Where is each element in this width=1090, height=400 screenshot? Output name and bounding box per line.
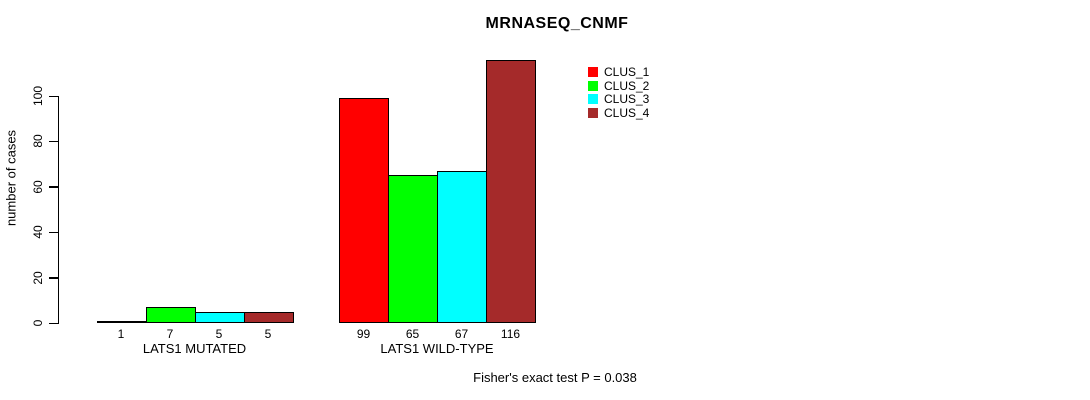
caption: Fisher's exact test P = 0.038 — [473, 370, 637, 385]
legend-label: CLUS_2 — [604, 78, 650, 93]
bar-value-label: 67 — [454, 327, 469, 341]
legend-swatch-icon — [588, 94, 598, 104]
y-tick-label: 60 — [31, 180, 45, 194]
chart-title: MRNASEQ_CNMF — [485, 15, 629, 32]
bar-value-label: 7 — [166, 327, 174, 341]
y-tick-label: 40 — [31, 225, 45, 239]
bar-value-label: 99 — [356, 327, 371, 341]
bar-clus_4-mutated — [243, 311, 294, 323]
bar-value-label: 1 — [117, 327, 125, 341]
bar-value-label: 5 — [264, 327, 272, 341]
bar-clus_2-wild-type — [388, 174, 438, 323]
bar-clus_1-wild-type — [339, 97, 389, 323]
y-tick-label: 100 — [31, 85, 45, 107]
legend-label: CLUS_1 — [604, 65, 650, 79]
y-tick-label: 0 — [31, 319, 45, 327]
y-tick-label: 20 — [31, 270, 45, 285]
legend-label: CLUS_4 — [604, 105, 650, 120]
y-tick — [48, 322, 58, 324]
bar-value-label: 65 — [405, 327, 420, 341]
y-axis-line — [57, 95, 59, 324]
y-axis-title: number of cases — [3, 129, 19, 227]
group-label: LATS1 WILD-TYPE — [380, 341, 494, 356]
bar-clus_3-mutated — [194, 311, 245, 323]
bar-clus_2-mutated — [145, 306, 196, 323]
y-tick — [48, 95, 58, 97]
legend-swatch-icon — [588, 67, 598, 77]
bar-clus_1-mutated — [96, 320, 147, 323]
legend-swatch-icon — [588, 107, 598, 118]
legend-label: CLUS_3 — [604, 92, 650, 106]
legend-swatch-icon — [588, 80, 598, 91]
y-tick — [48, 186, 58, 188]
bar-clus_3-wild-type — [437, 170, 487, 323]
group-label: LATS1 MUTATED — [142, 341, 247, 356]
bar-value-label: 116 — [500, 327, 521, 341]
y-tick — [48, 140, 58, 143]
y-tick — [48, 231, 58, 234]
bar-value-label: 5 — [215, 327, 223, 341]
bar-clus_4-wild-type — [486, 59, 536, 323]
y-tick-label: 80 — [31, 134, 45, 149]
y-tick — [48, 277, 58, 279]
